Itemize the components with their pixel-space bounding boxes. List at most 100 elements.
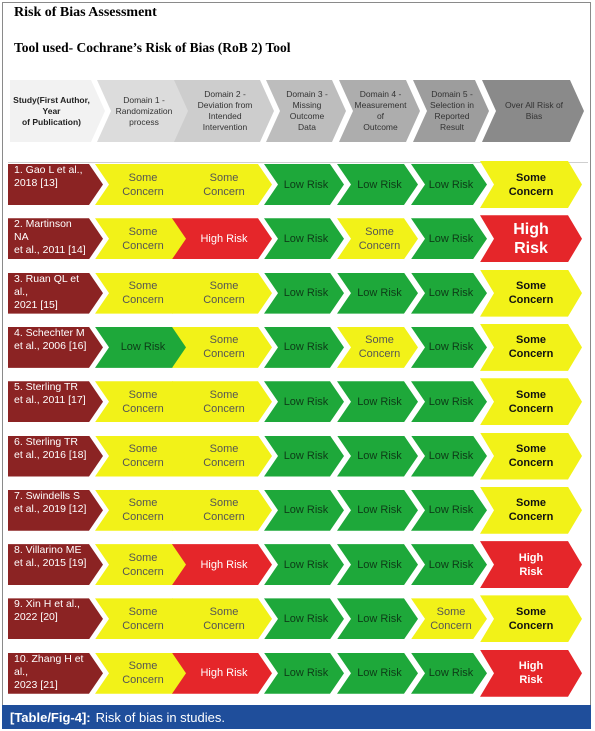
header-text-line: Domain 1 -	[123, 94, 165, 105]
study-name-line: 2022 [20]	[14, 611, 58, 624]
overall-label-line: Concern	[508, 619, 554, 632]
domain-1-cell: Some Concern	[95, 218, 187, 259]
header-text-line: Deviation from	[197, 100, 253, 110]
domain-5-cell: Low Risk	[411, 544, 487, 585]
overall-label-line: Risk	[519, 565, 543, 578]
risk-label-line: Low Risk	[120, 341, 166, 354]
study-name-line: et al., 2019 [12]	[14, 502, 87, 515]
study-name-line: 9. Xin H et al.,	[14, 598, 80, 611]
risk-label-line: Concern	[203, 294, 245, 307]
risk-label-line: Some	[209, 334, 239, 347]
risk-label-line: Some	[128, 605, 158, 618]
domain-4-cell: Low Risk	[337, 544, 418, 585]
overall-label-line: Concern	[508, 457, 554, 469]
domain-2-cell: High Risk	[172, 544, 272, 585]
study-cell: 2. Martinson NA et al., 2011 [14]	[8, 218, 103, 259]
domain-4-cell: Some Concern	[337, 218, 418, 259]
study-name-line: et al., 2016 [18]	[14, 448, 87, 461]
header-text-line: of Publication)	[21, 116, 82, 127]
overall-label-line: Risk	[519, 674, 543, 687]
risk-label-line: Some	[128, 388, 158, 401]
study-name-line: et al., 2011 [14]	[14, 244, 86, 257]
risk-label-line: Low Risk	[283, 558, 329, 571]
risk-label-line: Some	[128, 660, 158, 673]
risk-label-line: Low Risk	[357, 612, 402, 625]
risk-label-line: Some	[128, 280, 158, 293]
risk-label-line: Some	[209, 497, 239, 510]
domain-1-cell: Some Concern	[95, 164, 187, 205]
risk-label-line: Low Risk	[283, 395, 329, 408]
overall-cell: Some Concern	[480, 270, 582, 317]
risk-label-line: Concern	[203, 185, 245, 198]
risk-label-line: Low Risk	[428, 395, 474, 408]
risk-label-line: Low Risk	[428, 178, 474, 191]
header-text-line: Selection in	[430, 100, 474, 110]
risk-label-line: Concern	[430, 619, 472, 632]
domain-2-cell: Some Concern	[172, 436, 272, 477]
domain-2-cell: High Risk	[172, 653, 272, 694]
risk-label-line: Low Risk	[283, 504, 329, 517]
domain-3-cell: Low Risk	[264, 436, 344, 477]
study-cell: 8. Villarino ME et al., 2015 [19]	[8, 544, 103, 585]
domain-4-cell: Low Risk	[337, 273, 418, 314]
risk-label-line: Low Risk	[428, 341, 474, 354]
study-cell: 5. Sterling TR et al., 2011 [17]	[8, 381, 103, 422]
study-cell: 6. Sterling TR et al., 2016 [18]	[8, 436, 103, 477]
domain-1-cell: Some Concern	[95, 544, 187, 585]
header-text-line: Domain 2 -	[204, 89, 246, 99]
risk-label-line: Low Risk	[357, 667, 402, 680]
risk-label-line: Some	[128, 443, 158, 455]
domain-1-cell: Some Concern	[95, 381, 187, 422]
study-name-line: 2. Martinson NA	[14, 218, 72, 244]
risk-label-line: Low Risk	[283, 232, 329, 245]
overall-label-line: Risk	[514, 239, 548, 257]
header-domain-1: Domain 1 - Randomization process	[97, 80, 189, 142]
header-text-line: Intervention	[202, 122, 248, 132]
risk-label-line: Low Risk	[357, 558, 402, 571]
domain-5-cell: Low Risk	[411, 273, 487, 314]
domain-5-cell: Low Risk	[411, 218, 487, 259]
domain-2-cell: Some Concern	[172, 598, 272, 639]
overall-label-line: Concern	[508, 511, 554, 524]
risk-label-line: Concern	[203, 457, 245, 469]
domain-2-cell: Some Concern	[172, 327, 272, 368]
risk-label-line: Low Risk	[428, 558, 474, 571]
domain-1-cell: Some Concern	[95, 598, 187, 639]
risk-label-line: Some	[128, 171, 158, 184]
risk-label-line: Concern	[122, 239, 164, 252]
overall-label-line: Some	[516, 280, 546, 293]
risk-label-line: Concern	[122, 619, 164, 632]
risk-label-line: Concern	[203, 348, 245, 361]
risk-label-line: Concern	[203, 511, 245, 524]
overall-label-line: Some	[516, 605, 546, 618]
header-text-line: Intended	[208, 111, 242, 121]
overall-label-line: High	[513, 220, 549, 238]
overall-cell: Some Concern	[480, 378, 582, 425]
domain-3-cell: Low Risk	[264, 598, 344, 639]
study-cell: 10. Zhang H et al., 2023 [21]	[8, 653, 103, 694]
risk-label-line: Low Risk	[357, 504, 402, 517]
risk-label-line: Low Risk	[283, 341, 329, 354]
domain-5-cell: Low Risk	[411, 490, 487, 531]
overall-label-line: Concern	[508, 294, 554, 307]
study-name-line: 2023 [21]	[14, 678, 58, 691]
header-text-line: Bias	[525, 111, 543, 121]
study-name-line: 2018 [13]	[14, 177, 58, 189]
header-domain-2: Domain 2 - Deviation from Intended Interven…	[174, 80, 274, 142]
risk-label-line: Concern	[122, 185, 164, 198]
risk-label-line: Some	[209, 388, 239, 401]
header-text-line: Missing Outcome	[289, 100, 325, 121]
risk-label-line: High Risk	[200, 667, 248, 680]
risk-label-line: Low Risk	[357, 178, 402, 191]
domain-4-cell: Low Risk	[337, 653, 418, 694]
overall-label-line: Some	[516, 334, 546, 347]
domain-4-cell: Low Risk	[337, 381, 418, 422]
risk-label-line: Concern	[358, 239, 401, 252]
study-name-line: 6. Sterling TR	[14, 435, 78, 448]
domain-3-cell: Low Risk	[264, 544, 344, 585]
risk-label-line: Concern	[122, 511, 164, 524]
risk-label-line: High Risk	[200, 232, 248, 245]
overall-label-line: High	[518, 660, 544, 673]
risk-label-line: Concern	[122, 674, 164, 687]
